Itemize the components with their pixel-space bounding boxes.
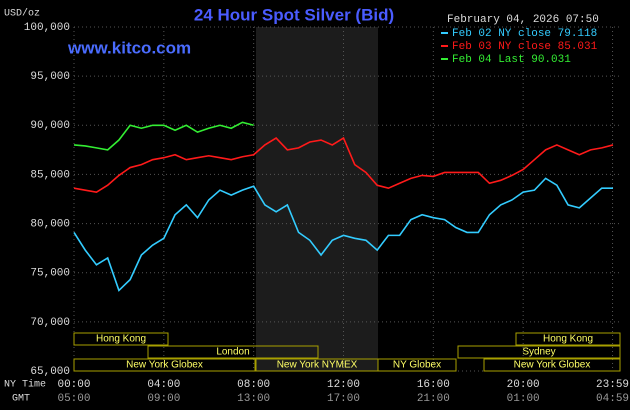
y-tick-label: 75,000 [30,268,70,280]
x-tick-label: 16:00 [417,379,450,391]
gmt-tick-label: 17:00 [327,393,360,405]
y-tick-label: 80,000 [30,218,70,230]
gmt-tick-label: 13:00 [237,393,270,405]
series-line [73,121,254,151]
y-tick-label: 85,000 [30,169,70,181]
session-label: Hong Kong [543,334,593,345]
site-url: www.kitco.com [67,38,191,57]
session-box [457,345,621,359]
legend-label: Feb 02 NY close 79.118 [452,28,597,40]
x-tick-label: 08:00 [237,379,270,391]
session-box [515,332,621,346]
x-tick-label: 20:00 [507,379,540,391]
session-label: NY Globex [393,360,441,371]
y-tick-label: 70,000 [30,317,70,329]
session-label: New York NYMEX [277,360,358,371]
y-tick-label: 100,000 [24,22,70,34]
x-tick-label: 00:00 [57,379,90,391]
session-label: New York Globex [126,360,203,371]
gmt-tick-label: 05:00 [57,393,90,405]
nymex-shade [256,27,378,371]
timestamp: February 04, 2026 07:50 [447,14,599,26]
x2-axis-label: GMT [12,394,30,405]
session-box [73,332,169,346]
series-line [73,136,614,193]
gmt-tick-label: 09:00 [147,393,180,405]
session-box [377,358,457,372]
legend-label: Feb 03 NY close 85.031 [452,41,598,53]
gmt-tick-label: 21:00 [417,393,450,405]
chart-title: 24 Hour Spot Silver (Bid) [194,5,394,24]
session-label: Hong Kong [96,334,146,345]
session-box [73,358,256,372]
x-tick-label: 04:00 [147,379,180,391]
session-box [147,345,319,359]
y-unit: USD/oz [4,8,40,20]
legend-label: Feb 04 Last 90.031 [452,54,571,66]
x-tick-label: 12:00 [327,379,360,391]
y-tick-label: 65,000 [30,366,70,378]
y-tick-label: 90,000 [30,120,70,132]
session-label: Sydney [522,347,555,358]
session-label: New York Globex [514,360,591,371]
session-label: London [216,347,249,358]
x-tick-label: 23:59 [596,379,629,391]
y-tick-label: 95,000 [30,71,70,83]
series-line [73,177,613,292]
gmt-tick-label: 01:00 [507,393,540,405]
gmt-tick-label: 04:59 [596,393,629,405]
session-box [483,358,621,372]
x-axis-label: NY Time [4,379,46,391]
